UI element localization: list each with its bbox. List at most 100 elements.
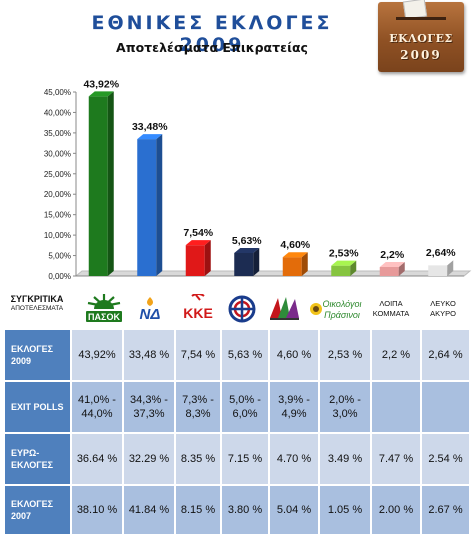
syriza-flags-icon — [270, 297, 299, 320]
table-row: ΕΚΛΟΓΕΣ 2009 43,92% 33,48 % 7,54 % 5,63 % 4,6… — [3, 328, 471, 382]
loipa-label: ΛΟΙΠΑ ΚΟΜΜΑΤΑ — [366, 296, 416, 322]
loipa-label-svg: ΛΟΙΠΑ ΚΟΜΜΑΤΑ — [373, 299, 410, 318]
bar-side — [398, 262, 405, 276]
table-cell: 5,63 % — [220, 328, 270, 382]
table-cell: 2,0% - 3,0% — [318, 380, 372, 434]
table-row-header: ΕΚΛΟΓΕΣ 2009 — [3, 328, 72, 382]
lefko-line1: ΛΕΥΚΟ — [430, 299, 456, 308]
laos-logo — [226, 294, 258, 324]
table-cell: 3,9% - 4,9% — [268, 380, 320, 434]
greens-line1: Οικολόγοι — [322, 299, 361, 309]
kke-logo-text: ΚΚΕ — [183, 305, 213, 321]
bar-top — [379, 262, 405, 268]
table-cell: 4.70 % — [268, 432, 320, 486]
y-tick-label: 45,00% — [44, 88, 71, 97]
chart-title: ΕΘΝΙΚΕΣ ΕΚΛΟΓΕΣ 2009 — [91, 12, 333, 56]
table-cell: 5.04 % — [268, 484, 320, 536]
bar-side — [350, 260, 357, 276]
table-cell: 41.84 % — [122, 484, 176, 536]
table-cell: 34,3% - 37,3% — [122, 380, 176, 434]
table-cell: 2.54 % — [420, 432, 471, 486]
data-label: 5,63% — [232, 235, 262, 247]
y-tick-label: 5,00% — [48, 252, 71, 261]
table-cell: 2.00 % — [370, 484, 422, 536]
chart-floor — [74, 270, 472, 277]
table-cell: 4,60 % — [268, 328, 320, 382]
lefko-label: ΛΕΥΚΟ ΑΚΥΡΟ — [418, 296, 468, 322]
table-cell: 3.49 % — [318, 432, 372, 486]
table-cell: 7,3% - 8,3% — [174, 380, 222, 434]
nd-torch-icon: ΝΔ — [140, 297, 161, 323]
table-cell: 7,54 % — [174, 328, 222, 382]
table-cell — [370, 380, 422, 434]
table-cell: 2,2 % — [370, 328, 422, 382]
ballot-slot — [396, 17, 446, 20]
nd-logo-text: ΝΔ — [140, 306, 161, 322]
nd-logo: ΝΔ — [130, 296, 170, 323]
y-tick-label: 30,00% — [44, 149, 71, 158]
ballot-box-text: ΕΚΛΟΓΕΣ — [389, 32, 453, 45]
table-cell: 7.15 % — [220, 432, 270, 486]
compare-label-line2: ΑΠΟΤΕΛΕΣΜΑΤΑ — [10, 305, 64, 312]
loipa-line2: ΚΟΜΜΑΤΑ — [373, 309, 410, 318]
pasok-logo-text: ΠΑΣΟΚ — [88, 312, 120, 322]
table-row-header: ΕΚΛΟΓΕΣ 2007 — [3, 484, 72, 536]
bar-top — [137, 134, 163, 140]
y-tick-label: 15,00% — [44, 211, 71, 220]
table-row-header: EXIT POLLS — [3, 380, 72, 434]
pasok-sun-icon: ΠΑΣΟΚ — [86, 294, 122, 322]
table-row: ΕΥΡΩ-ΕΚΛΟΓΕΣ 36.64 % 32.29 % 8.35 % 7.15 % 4.… — [3, 432, 471, 486]
bar — [428, 265, 448, 276]
ballot-box-year: 2009 — [400, 48, 442, 62]
greens-sunflower-icon: Οικολόγοι Πράσινοι — [310, 299, 362, 320]
kke-logo: ΚΚΕ — [178, 292, 218, 322]
data-label: 2,53% — [329, 248, 359, 260]
bar-chart: 0,00% 5,00% 10,00% 15,00% 20,00% 25,00% 30,00%… — [44, 78, 472, 281]
table-cell: 43,92% — [70, 328, 124, 382]
syriza-logo — [266, 294, 304, 322]
table-cell — [420, 380, 471, 434]
table-row-header: ΕΥΡΩ-ΕΚΛΟΓΕΣ — [3, 432, 72, 486]
bar-top — [185, 240, 211, 246]
loipa-line1: ΛΟΙΠΑ — [379, 299, 402, 308]
bar-side — [301, 252, 308, 276]
bar — [137, 139, 157, 276]
data-label: 43,92% — [83, 78, 119, 90]
chart-subtitle: Αποτελέσματα Επικρατείας — [116, 40, 308, 55]
table-cell: 2,53 % — [318, 328, 372, 382]
y-tick-label: 0,00% — [48, 272, 71, 281]
compare-label: ΣΥΓΚΡΙΤΙΚΑ ΑΠΟΤΕΛΕΣΜΑΤΑ — [4, 294, 70, 312]
laos-emblem-icon — [228, 295, 256, 323]
bar-top — [88, 91, 114, 97]
table-cell: 5,0% - 6,0% — [220, 380, 270, 434]
table-cell: 1.05 % — [318, 484, 372, 536]
lefko-line2: ΑΚΥΡΟ — [430, 309, 456, 318]
table-cell: 8.15 % — [174, 484, 222, 536]
y-tick-label: 10,00% — [44, 231, 71, 240]
table-cell: 2.67 % — [420, 484, 471, 536]
greens-line2: Πράσινοι — [324, 310, 360, 320]
table-cell: 36.64 % — [70, 432, 124, 486]
table-cell: 38.10 % — [70, 484, 124, 536]
bar — [379, 267, 399, 276]
y-tick-label: 20,00% — [44, 190, 71, 199]
bar-side — [447, 260, 454, 276]
bar-top — [282, 252, 308, 258]
table-row: EXIT POLLS 41,0% - 44,0% 34,3% - 37,3% 7,3%… — [3, 380, 471, 434]
results-table: ΕΚΛΟΓΕΣ 2009 43,92% 33,48 % 7,54 % 5,63 % 4,6… — [3, 328, 471, 536]
results-table-body: ΕΚΛΟΓΕΣ 2009 43,92% 33,48 % 7,54 % 5,63 % 4,6… — [3, 328, 471, 536]
table-cell: 8.35 % — [174, 432, 222, 486]
y-tick-label: 25,00% — [44, 170, 71, 179]
bar — [331, 265, 351, 276]
kke-hammer-sickle-icon: ΚΚΕ — [183, 292, 213, 321]
bar-top — [331, 260, 357, 266]
table-cell: 7.47 % — [370, 432, 422, 486]
table-cell: 2,64 % — [420, 328, 471, 382]
pasok-logo: ΠΑΣΟΚ — [80, 292, 128, 324]
bar — [234, 252, 254, 276]
bar — [185, 245, 205, 276]
lefko-label-svg: ΛΕΥΚΟ ΑΚΥΡΟ — [430, 299, 456, 318]
bar — [282, 257, 302, 276]
data-label: 33,48% — [132, 121, 168, 133]
ballot-box-logo: ΕΚΛΟΓΕΣ 2009 — [378, 0, 464, 72]
